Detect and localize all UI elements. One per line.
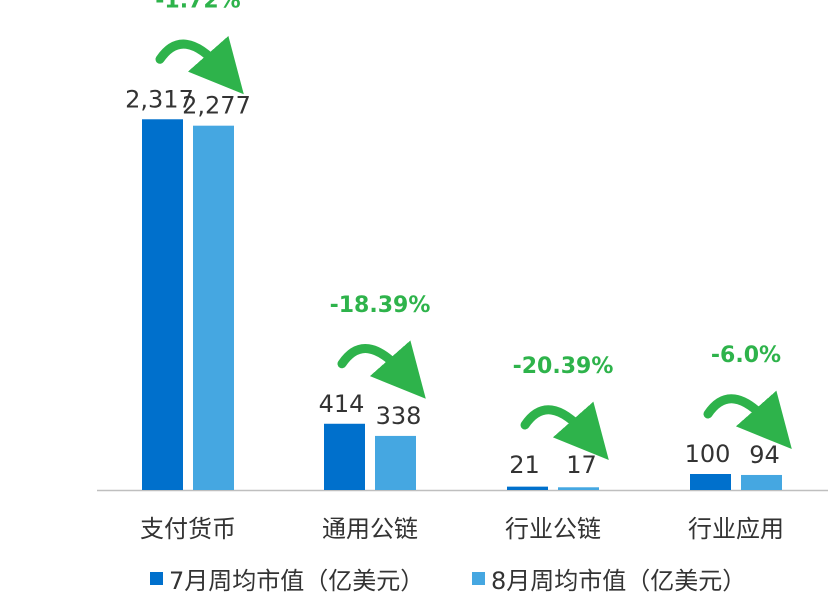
change-arrow-3 (703, 390, 792, 450)
bar-august-2 (558, 487, 599, 490)
bar-july-2 (507, 486, 548, 490)
legend-label-july: 7月周均市值（亿美元） (169, 567, 425, 595)
category-label-2: 行业公链 (505, 515, 601, 543)
legend-item-july: 7月周均市值（亿美元） (150, 561, 424, 596)
legend-swatch-august (472, 572, 485, 585)
legend: 7月周均市值（亿美元） 8月周均市值（亿美元） (0, 561, 828, 595)
change-arrow-2 (520, 401, 609, 461)
bar-july-3 (690, 474, 731, 490)
change-label-0: -1.72% (155, 0, 240, 13)
bar-july-0 (142, 119, 183, 490)
bar-august-1 (375, 435, 416, 490)
legend-item-august: 8月周均市值（亿美元） (472, 561, 746, 596)
change-label-1: -18.39% (330, 293, 431, 318)
bar-august-0 (193, 125, 234, 491)
category-label-0: 支付货币 (140, 515, 236, 543)
change-arrow-0 (155, 35, 244, 95)
change-label-3: -6.0% (711, 343, 781, 368)
data-label-august-1: 338 (376, 402, 422, 430)
data-label-july-2: 21 (509, 451, 540, 479)
legend-swatch-july (150, 572, 163, 585)
data-label-august-2: 17 (566, 451, 597, 479)
data-label-july-3: 100 (685, 440, 731, 468)
data-label-july-1: 414 (319, 390, 365, 418)
change-label-2: -20.39% (513, 354, 614, 379)
category-label-1: 通用公链 (322, 515, 418, 543)
bar-july-1 (324, 423, 365, 490)
change-arrow-1 (337, 340, 426, 399)
data-label-august-3: 94 (749, 441, 780, 469)
category-label-3: 行业应用 (688, 515, 784, 543)
legend-label-august: 8月周均市值（亿美元） (491, 567, 747, 595)
bar-august-3 (741, 474, 782, 490)
data-label-august-0: 2,277 (182, 92, 251, 120)
data-label-july-0: 2,317 (125, 85, 194, 113)
